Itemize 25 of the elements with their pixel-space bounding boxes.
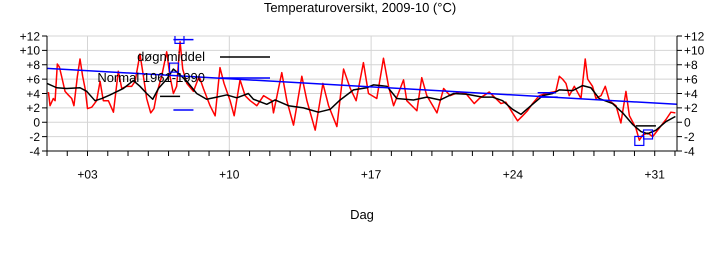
x-tick-label: +24: [502, 168, 524, 182]
y2-tick-label: +10: [684, 44, 705, 58]
x-tick-label: +10: [219, 168, 240, 182]
y2-tick-label: +8: [684, 58, 698, 72]
y2-tick-label: +2: [684, 101, 698, 116]
x-tick-label: +03: [77, 168, 98, 182]
y-tick-label: +4: [26, 86, 40, 101]
y-tick-label: -4: [29, 144, 40, 158]
y-tick-label: +8: [26, 58, 40, 72]
y-tick-label: +6: [26, 72, 40, 86]
y-tick-label: +2: [26, 101, 40, 116]
x-axis-title: Dag: [350, 207, 374, 222]
y2-tick-label: -4: [684, 144, 695, 158]
y2-tick-label: +6: [684, 72, 698, 86]
y-tick-label: 0: [33, 116, 40, 130]
y2-tick-label: +12: [684, 29, 705, 44]
x-tick-label: +31: [644, 168, 666, 182]
y-tick-label: +12: [20, 29, 40, 44]
y2-tick-label: -2: [684, 130, 695, 144]
y-tick-label: +10: [20, 44, 40, 58]
x-tick-label: +17: [360, 168, 382, 182]
y2-tick-label: +4: [684, 86, 698, 101]
chart-title: Temperaturoversikt, 2009-10 (°C): [262, 0, 458, 15]
y2-tick-label: 0: [684, 116, 691, 130]
y-tick-label: -2: [29, 130, 40, 144]
